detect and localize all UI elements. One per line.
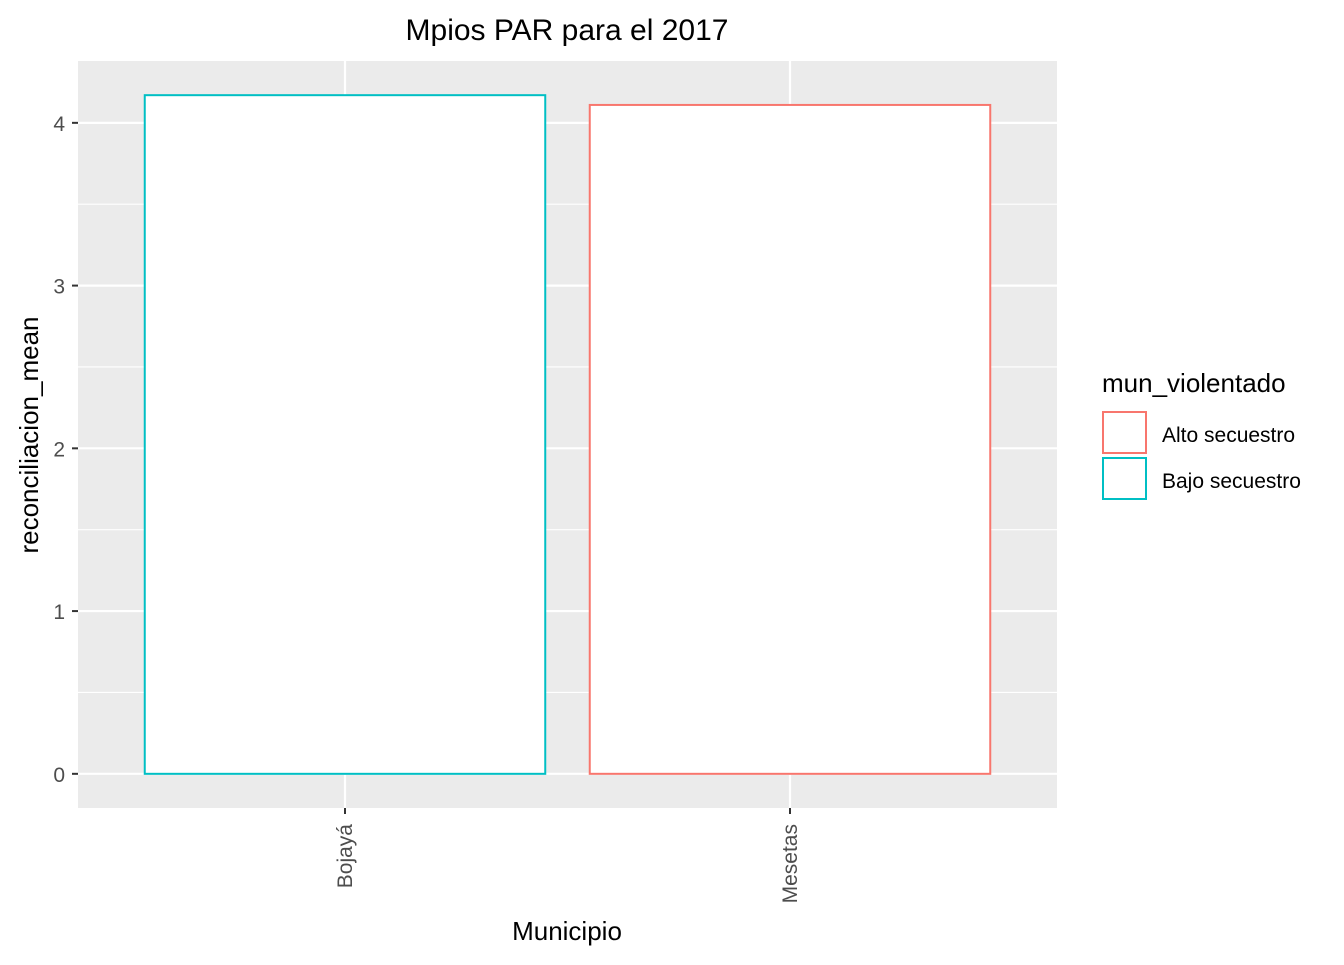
y-tick-label: 2: [53, 438, 65, 461]
legend-label: Bajo secuestro: [1162, 470, 1301, 493]
y-tick-label: 4: [53, 113, 65, 136]
y-axis: 0 1 2 3 4: [53, 113, 78, 787]
x-axis: Bojayá Mesetas: [334, 808, 802, 903]
chart-title: Mpios PAR para el 2017: [406, 14, 729, 47]
legend-key: [1102, 457, 1147, 500]
x-axis-label: Municipio: [512, 916, 622, 946]
y-axis-label: reconciliacion_mean: [14, 316, 44, 553]
y-tick-label: 1: [53, 601, 65, 624]
bars: [143, 94, 992, 775]
legend-title: mun_violentado: [1102, 368, 1286, 398]
legend-label: Alto secuestro: [1162, 424, 1295, 447]
legend: mun_violentado Alto secuestro Bajo secues…: [1102, 368, 1301, 500]
bar-1: [143, 94, 547, 775]
legend-key: [1102, 411, 1147, 454]
x-tick-label: Bojayá: [334, 824, 357, 889]
y-tick-label: 0: [53, 764, 65, 787]
bar-2: [588, 103, 992, 775]
y-tick-label: 3: [53, 276, 65, 299]
x-tick-label: Mesetas: [779, 824, 802, 903]
